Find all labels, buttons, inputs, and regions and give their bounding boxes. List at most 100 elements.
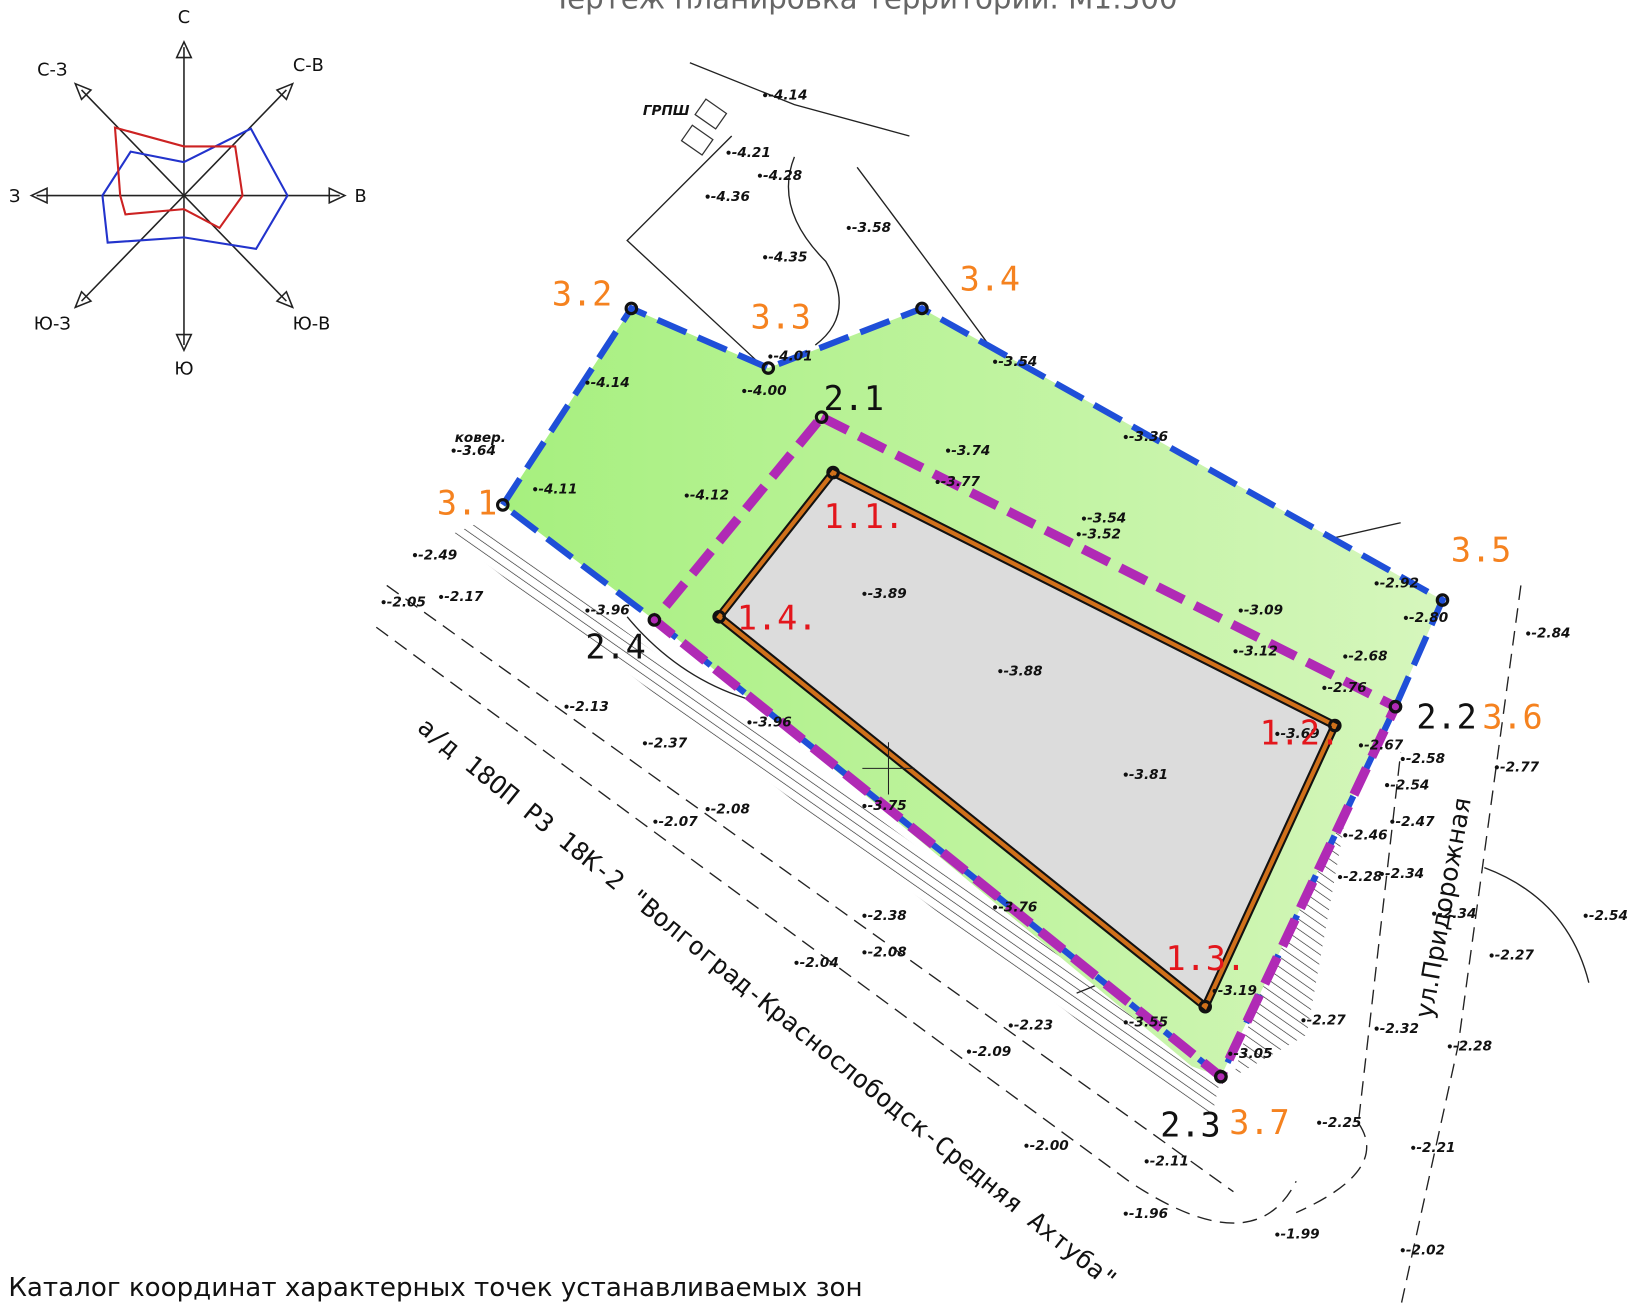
elevation-dot xyxy=(993,359,998,364)
elevation-dot xyxy=(1123,1211,1128,1216)
survey-cross xyxy=(862,742,915,795)
elevation: -4.14 xyxy=(591,375,630,391)
point-label: 3.4 xyxy=(960,260,1020,299)
elevation: -2.28 xyxy=(1343,869,1382,885)
elevation: -4.35 xyxy=(768,249,807,265)
elevation-dot xyxy=(1400,1248,1405,1253)
elevation-dot xyxy=(1228,1051,1233,1056)
vertex xyxy=(1328,718,1342,733)
wind-label: Ю-З xyxy=(34,314,71,334)
elevation-dot xyxy=(935,479,940,485)
elevation: -2.08 xyxy=(711,801,750,817)
elevation: -2.80 xyxy=(1409,610,1448,626)
elevation: -2.47 xyxy=(1395,814,1435,830)
wind-label: С-В xyxy=(293,56,324,76)
elevation: -2.34 xyxy=(1385,866,1424,882)
elevation-dot xyxy=(1403,615,1408,620)
elevation-dot xyxy=(1494,765,1499,770)
elevation: -2.38 xyxy=(868,908,907,924)
elevation-dot xyxy=(1233,649,1238,654)
zone-3-boundary xyxy=(500,304,1447,1082)
elevation: -3.36 xyxy=(1129,429,1168,445)
elevation: -3.81 xyxy=(1129,767,1168,783)
elevation: -2.76 xyxy=(1328,680,1367,696)
elevation-dot xyxy=(451,448,456,453)
elevation: -2.11 xyxy=(1150,1154,1189,1170)
elevation: -1.96 xyxy=(1129,1206,1168,1222)
elevation: -3.55 xyxy=(1129,1015,1168,1031)
kover-label: ковер. xyxy=(455,430,506,446)
elevation: -3.75 xyxy=(868,798,907,814)
elevation: -3.88 xyxy=(1003,663,1042,679)
elevation: -2.25 xyxy=(1322,1115,1361,1131)
elevation: -3.12 xyxy=(1239,643,1278,659)
vertex xyxy=(814,410,829,424)
elevation-dot xyxy=(1275,1232,1280,1237)
elevation-dot xyxy=(564,704,569,709)
elevation-dot xyxy=(1411,1145,1416,1150)
elevation-dot xyxy=(1384,783,1390,788)
elevation-dot xyxy=(1081,516,1087,521)
elevation-dot xyxy=(1301,1018,1306,1023)
elevation-dot xyxy=(1374,1026,1379,1031)
elevation: -4.36 xyxy=(711,189,750,205)
zone-1-boundary xyxy=(716,469,1338,1010)
elevation-dot xyxy=(998,669,1003,674)
elevation-dot xyxy=(1432,911,1437,916)
elevation-dot xyxy=(757,173,763,178)
elevation: -2.34 xyxy=(1437,906,1476,922)
elevation-dot xyxy=(1358,743,1364,748)
elevation-dot xyxy=(1390,819,1395,824)
point-label: 2.3 xyxy=(1160,1105,1220,1144)
elevation: -2.08 xyxy=(868,945,907,961)
elevation-dot xyxy=(742,388,747,394)
elevation: -2.37 xyxy=(648,735,688,751)
elevation: -4.14 xyxy=(768,87,807,103)
vertex xyxy=(761,361,776,375)
elevation-dot xyxy=(585,380,590,385)
elevation: -2.68 xyxy=(1348,649,1387,665)
elevation: -1.99 xyxy=(1280,1227,1319,1243)
elevation: -2.27 xyxy=(1495,948,1535,964)
elevation: -3.52 xyxy=(1082,526,1121,542)
elevation-dot xyxy=(1374,581,1379,586)
elevation: -3.96 xyxy=(591,603,630,619)
elevation: -3.58 xyxy=(852,220,891,236)
elevation: -3.54 xyxy=(1087,511,1126,527)
elevation-dot xyxy=(1379,871,1384,877)
point-label: 1.2. xyxy=(1260,713,1341,752)
elevation-dot xyxy=(1583,913,1588,918)
elevation: -3.96 xyxy=(753,715,792,731)
vertex xyxy=(1435,593,1450,607)
elevation: -2.67 xyxy=(1364,738,1404,754)
elevation: -2.17 xyxy=(444,589,484,605)
elevation: -2.05 xyxy=(387,594,426,610)
point-label: 1.3. xyxy=(1165,939,1246,978)
elevation: -4.12 xyxy=(690,488,729,504)
elevation: -4.11 xyxy=(538,481,577,497)
elevation: -3.77 xyxy=(941,474,981,490)
point-label: 3.6 xyxy=(1482,698,1542,737)
elevation: -2.27 xyxy=(1307,1012,1347,1028)
wind-label: З xyxy=(9,187,20,207)
elevation-dot xyxy=(412,553,418,558)
elevation-dot xyxy=(381,600,386,605)
vertex xyxy=(1388,699,1403,714)
elevation-dot xyxy=(862,803,867,809)
elevation-dot xyxy=(768,354,773,359)
elevation-dot xyxy=(705,807,710,812)
elevation-dot xyxy=(1337,874,1343,880)
wind-label: В xyxy=(355,187,367,207)
elevation: -2.58 xyxy=(1406,751,1445,767)
elevation-dot xyxy=(1343,833,1348,838)
elevation-dot xyxy=(1275,731,1280,736)
elevation-dot xyxy=(945,448,951,453)
elevation: -2.84 xyxy=(1531,626,1570,642)
point-label: 1.4. xyxy=(737,598,818,637)
vertex xyxy=(915,301,929,316)
elevation-dot xyxy=(1400,756,1405,762)
elevation-dot xyxy=(862,591,867,596)
elevation-dot xyxy=(747,720,752,725)
